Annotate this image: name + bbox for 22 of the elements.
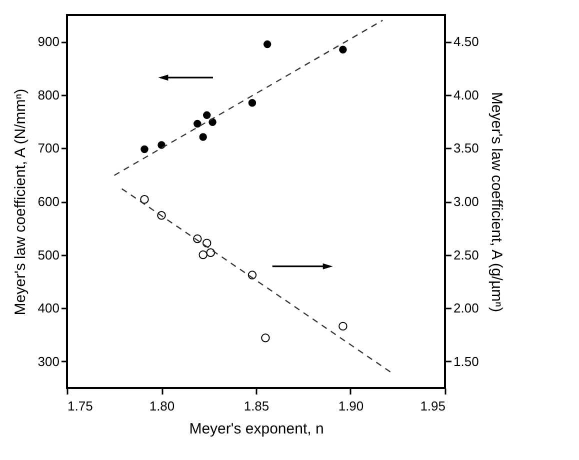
x-tick-label: 1.80 [149, 398, 175, 414]
x-tick-label: 1.75 [68, 398, 93, 414]
y2-tick-label: 1.50 [454, 354, 479, 369]
y-axis-title: Meyer's law coefficient, A (N/mmⁿ) [12, 88, 29, 316]
y-tick-label: 400 [38, 300, 60, 316]
y2-tick-label: 3.50 [454, 140, 479, 156]
x-tick-label: 1.85 [244, 398, 270, 414]
y2-tick-label: 3.00 [454, 194, 479, 209]
y-tick-label: 600 [38, 194, 60, 209]
x-tick-label: 1.90 [338, 398, 364, 414]
y2-tick-label: 2.00 [454, 300, 479, 316]
y2-axis-title: Meyer's law coefficient, A (g/µmⁿ) [488, 92, 505, 312]
x-axis-title: Meyer's exponent, n [189, 420, 324, 438]
y2-tick-label: 4.00 [454, 87, 479, 102]
y-tick-label: 700 [38, 140, 60, 156]
y-tick-label: 800 [38, 87, 60, 102]
x-tick-label: 1.95 [420, 398, 446, 414]
y-tick-label: 300 [38, 354, 60, 369]
y-tick-label: 900 [38, 34, 60, 50]
y2-tick-label: 2.50 [454, 247, 479, 262]
y-tick-label: 500 [38, 247, 60, 262]
y2-tick-label: 4.50 [454, 34, 479, 50]
